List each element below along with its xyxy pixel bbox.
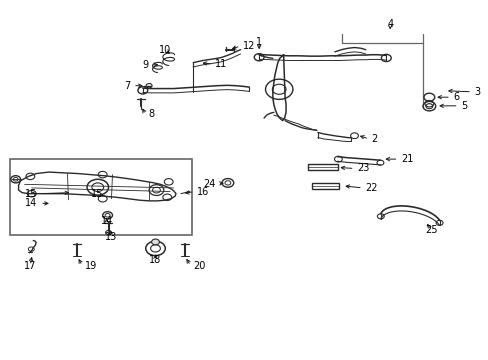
Text: 14: 14 <box>25 198 38 208</box>
Text: 10: 10 <box>159 45 171 55</box>
Text: 7: 7 <box>124 81 130 91</box>
Bar <box>311 183 338 189</box>
Text: 12: 12 <box>243 41 255 51</box>
Bar <box>10 159 191 235</box>
Text: 11: 11 <box>215 59 227 69</box>
Text: 25: 25 <box>424 225 437 235</box>
Text: 23: 23 <box>356 163 368 174</box>
Text: 17: 17 <box>24 261 37 271</box>
Text: 2: 2 <box>371 134 377 144</box>
Text: 13: 13 <box>105 232 118 242</box>
Text: 1: 1 <box>256 37 262 48</box>
Text: 3: 3 <box>473 87 480 97</box>
Text: 4: 4 <box>386 19 392 30</box>
Text: 24: 24 <box>203 179 215 189</box>
Text: 8: 8 <box>148 109 154 120</box>
Text: 21: 21 <box>400 154 412 164</box>
Text: 15: 15 <box>90 189 103 199</box>
Text: 20: 20 <box>193 261 205 271</box>
Text: 22: 22 <box>365 183 377 193</box>
Circle shape <box>151 239 159 245</box>
Text: 9: 9 <box>142 60 148 70</box>
Text: 5: 5 <box>460 101 467 111</box>
Text: 14: 14 <box>100 216 113 226</box>
Text: 19: 19 <box>84 261 97 271</box>
Bar <box>307 164 338 170</box>
Text: 15: 15 <box>25 189 38 199</box>
Text: 18: 18 <box>149 255 162 265</box>
Text: 16: 16 <box>197 186 209 197</box>
Text: 6: 6 <box>452 92 459 102</box>
